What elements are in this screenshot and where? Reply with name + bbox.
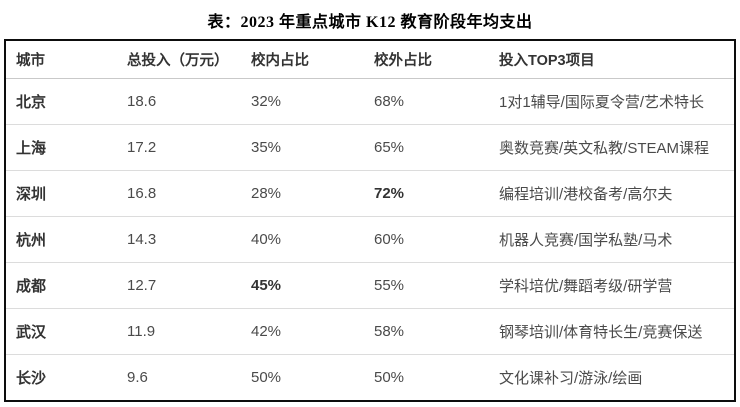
cell-out-of-school: 50% xyxy=(374,369,405,386)
cell-city: 武汉 xyxy=(5,308,127,355)
cell-in-school: 50% xyxy=(251,369,282,386)
cell-in-school-highlight: 45% xyxy=(251,262,374,309)
table-row-wuhan: 武汉 11.9 42% 58% 钢琴培训/体育特长生/竞赛保送 xyxy=(5,308,735,355)
col-header-out-of-school-share: 校外占比 xyxy=(374,40,499,79)
table-row-chengdu: 成都 12.7 45% 55% 学科培优/舞蹈考级/研学营 xyxy=(5,262,735,309)
cell-out-of-school: 65% xyxy=(374,124,499,171)
cell-out-of-school-highlight: 72% xyxy=(374,170,499,217)
cell-city: 深圳 xyxy=(5,170,127,217)
cell-city: 成都 xyxy=(5,262,127,309)
cell-top3: 奥数竞赛/英文私教/STEAM课程 xyxy=(499,124,735,171)
col-header-top3-items: 投入TOP3项目 xyxy=(499,40,735,79)
table-row-shanghai: 上海 17.2 35% 65% 奥数竞赛/英文私教/STEAM课程 xyxy=(5,124,735,171)
table-title: 表：2023 年重点城市 K12 教育阶段年均支出 xyxy=(207,14,533,31)
k12-spending-table: 城市 总投入（万元） 校内占比 校外占比 投入TOP3项目 北京 18.6 32… xyxy=(4,39,736,402)
cell-top3: 编程培训/港校备考/高尔夫 xyxy=(499,170,735,217)
cell-top3: 1对1辅导/国际夏令营/艺术特长 xyxy=(499,78,735,125)
cell-total: 16.8 xyxy=(127,170,251,217)
cell-out-of-school: 58% xyxy=(374,308,499,355)
cell-in-school: 42% xyxy=(251,308,374,355)
cell-top3: 学科培优/舞蹈考级/研学营 xyxy=(499,262,735,309)
table-row-beijing: 北京 18.6 32% 68% 1对1辅导/国际夏令营/艺术特长 xyxy=(5,78,735,125)
header-row: 城市 总投入（万元） 校内占比 校外占比 投入TOP3项目 xyxy=(5,40,735,79)
col-header-total-investment: 总投入（万元） xyxy=(127,40,251,79)
cell-in-school: 28% xyxy=(251,170,374,217)
cell-top3: 钢琴培训/体育特长生/竞赛保送 xyxy=(499,308,735,355)
cell-city: 上海 xyxy=(5,124,127,171)
col-header-in-school-share: 校内占比 xyxy=(251,40,374,79)
table-row-shenzhen: 深圳 16.8 28% 72% 编程培训/港校备考/高尔夫 xyxy=(5,170,735,217)
cell-total: 9.6 xyxy=(127,369,148,386)
cell-in-school: 35% xyxy=(251,124,374,171)
cell-total: 12.7 xyxy=(127,262,251,309)
cell-city: 北京 xyxy=(5,78,127,125)
cell-out-of-school: 60% xyxy=(374,216,499,263)
cell-total: 17.2 xyxy=(127,124,251,171)
cell-total: 11.9 xyxy=(127,308,251,355)
cell-in-school: 32% xyxy=(251,78,374,125)
table-row-hangzhou: 杭州 14.3 40% 60% 机器人竞赛/国学私塾/马术 xyxy=(5,216,735,263)
col-header-city: 城市 xyxy=(5,40,127,79)
cell-city: 长沙 xyxy=(16,370,47,387)
cell-top3: 机器人竞赛/国学私塾/马术 xyxy=(499,216,735,263)
cell-city: 杭州 xyxy=(5,216,127,263)
cell-out-of-school: 55% xyxy=(374,262,499,309)
cell-total: 18.6 xyxy=(127,78,251,125)
table-row-changsha: 长沙 9.6 50% 50% 文化课补习/游泳/绘画 xyxy=(5,355,735,402)
cell-in-school: 40% xyxy=(251,216,374,263)
cell-top3: 文化课补习/游泳/绘画 xyxy=(499,370,643,387)
cell-total: 14.3 xyxy=(127,216,251,263)
cell-out-of-school: 68% xyxy=(374,78,499,125)
